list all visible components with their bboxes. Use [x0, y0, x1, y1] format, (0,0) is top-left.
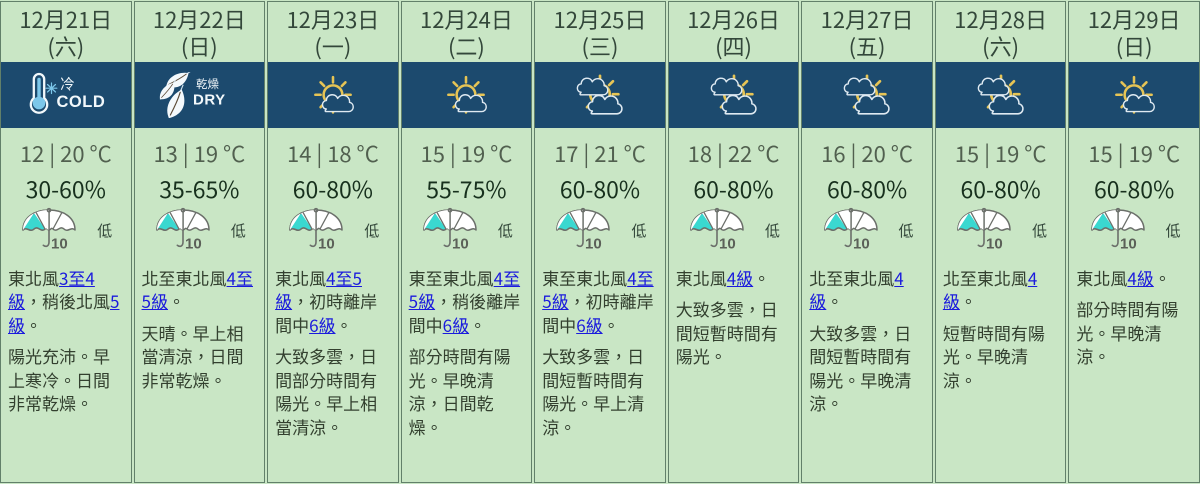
- svg-text:10: 10: [318, 236, 335, 253]
- svg-text:COLD: COLD: [56, 93, 105, 111]
- svg-text:10: 10: [853, 236, 870, 253]
- svg-text:10: 10: [452, 236, 469, 253]
- svg-text:10: 10: [719, 236, 736, 253]
- svg-text:乾燥: 乾燥: [196, 76, 219, 92]
- svg-text:10: 10: [1120, 236, 1137, 253]
- svg-text:10: 10: [585, 236, 602, 253]
- svg-text:冷: 冷: [60, 74, 75, 95]
- svg-text:10: 10: [185, 236, 202, 253]
- svg-text:10: 10: [51, 236, 68, 253]
- svg-text:10: 10: [986, 236, 1003, 253]
- svg-text:DRY: DRY: [193, 92, 226, 109]
